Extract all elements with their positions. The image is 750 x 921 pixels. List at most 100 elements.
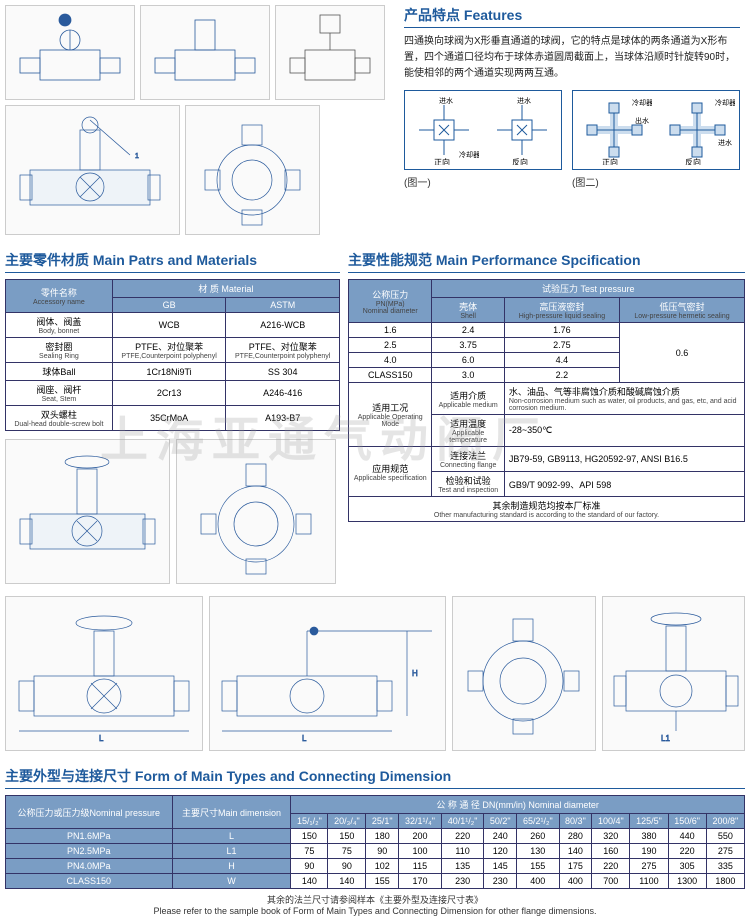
dim-cell: 75 [291, 844, 328, 859]
svg-text:冷却器: 冷却器 [715, 98, 735, 107]
features-text: 四通换向球阀为X形垂直通道的球阀，它的特点是球体的两条通道为X形布置，四个通道口… [404, 34, 740, 82]
valve-section-2 [5, 439, 170, 584]
valve-diagram-1 [5, 5, 135, 100]
dim-cell: H [172, 859, 291, 874]
dim-cell: 1300 [668, 874, 706, 889]
dim-cell: 220 [592, 859, 630, 874]
perf-cell: 检验和试验Test and inspection [432, 472, 504, 497]
svg-text:进水: 进水 [718, 138, 732, 147]
dim-cell: 200 [399, 829, 442, 844]
perf-cell: 3.75 [432, 338, 504, 353]
dim-col: 80/3" [559, 814, 592, 829]
dim-cell: 400 [517, 874, 560, 889]
dim-cell: 230 [484, 874, 517, 889]
parts-cell: 球体Ball [6, 363, 113, 381]
dim-cell: L [172, 829, 291, 844]
dim-cell: 100 [399, 844, 442, 859]
dim-cell: 175 [559, 859, 592, 874]
dim-title: 主要外型与连接尺寸 Form of Main Types and Connect… [5, 766, 745, 789]
parts-cell: 密封圈Sealing Ring [6, 338, 113, 363]
perf-cell: 连接法兰Connecting flange [432, 447, 504, 472]
dim-section: 主要外型与连接尺寸 Form of Main Types and Connect… [5, 766, 745, 916]
dim-cell: 150 [291, 829, 328, 844]
perf-cell: 3.0 [432, 368, 504, 383]
dim-cell: 260 [517, 829, 560, 844]
svg-text:进水: 进水 [439, 96, 453, 105]
svg-text:L: L [99, 734, 104, 743]
dim-cell: 140 [328, 874, 366, 889]
valve-diagram-3 [275, 5, 385, 100]
perf-cell: 6.0 [432, 353, 504, 368]
dim-cell: 335 [706, 859, 744, 874]
dim-cell: 275 [630, 859, 668, 874]
parts-cell: A216-WCB [226, 313, 340, 338]
dim-col: 125/5" [630, 814, 668, 829]
mid-tables: 主要零件材质 Main Patrs and Materials 零件名称Acce… [5, 250, 745, 584]
dim-cell: 90 [328, 859, 366, 874]
dim-cell: 400 [559, 874, 592, 889]
svg-text:冷却器: 冷却器 [459, 150, 479, 159]
dim-col: 20/₃/₄" [328, 814, 366, 829]
dim-col: 50/2" [484, 814, 517, 829]
perf-table: 公称压力PN(MPa)Nominal diameter 试验压力 Test pr… [348, 279, 745, 522]
top-row: 1 产品特点 Features 四通换向球阀为X形垂直通道的球阀，它的特点是球体… [5, 5, 745, 235]
dim-cell: 240 [484, 829, 517, 844]
dim-cell: 102 [366, 859, 399, 874]
dim-cell: 75 [328, 844, 366, 859]
parts-title: 主要零件材质 Main Patrs and Materials [5, 250, 340, 273]
fig1-label: (图一) [404, 174, 562, 189]
svg-text:反向: 反向 [685, 157, 701, 165]
dim-drawing-1: L [5, 596, 203, 751]
svg-text:冷却器: 冷却器 [632, 98, 652, 107]
features-section: 产品特点 Features 四通换向球阀为X形垂直通道的球阀，它的特点是球体的两… [399, 5, 745, 235]
dim-cell: 220 [441, 829, 484, 844]
valve-section-1: 1 [5, 105, 180, 235]
dim-cell: 140 [291, 874, 328, 889]
perf-cell: -28~350℃ [504, 415, 744, 447]
dim-cell: 130 [517, 844, 560, 859]
dim-col: 150/6" [668, 814, 706, 829]
dim-cell: 180 [366, 829, 399, 844]
parts-cell: PTFE、对位聚苯PTFE,Counterpoint polyphenyl [112, 338, 226, 363]
flow-fig-2: 冷却器出水正向 冷却器进水反向 (图二) [572, 90, 740, 189]
parts-cell: 2Cr13 [112, 381, 226, 406]
dim-cell: 305 [668, 859, 706, 874]
dim-drawing-3 [452, 596, 595, 751]
valve-front-2 [176, 439, 336, 584]
parts-cell: WCB [112, 313, 226, 338]
parts-cell: 阀体、阀盖Body, bonnet [6, 313, 113, 338]
dim-cell: 275 [706, 844, 744, 859]
parts-cell: A246-416 [226, 381, 340, 406]
dim-cell: L1 [172, 844, 291, 859]
parts-cell: 双头螺柱Dual-head double-screw bolt [6, 406, 113, 431]
flow-diagrams: 进水冷却器正向 进水反向 (图一) 冷却器出水正向 冷却器进水反向 (图二) [404, 90, 740, 189]
parts-cell: SS 304 [226, 363, 340, 381]
dim-col: 25/1" [366, 814, 399, 829]
perf-cell: 2.4 [432, 323, 504, 338]
dim-cell: 280 [559, 829, 592, 844]
dim-cell: 160 [592, 844, 630, 859]
svg-text:L: L [302, 734, 307, 743]
dim-col: 40/1¹/₂" [441, 814, 484, 829]
perf-cell: 4.4 [504, 353, 619, 368]
parts-cell: PTFE、对位聚苯PTFE,Counterpoint polyphenyl [226, 338, 340, 363]
dim-cell: 115 [399, 859, 442, 874]
dim-cell: CLASS150 [6, 874, 173, 889]
dim-cell: 120 [484, 844, 517, 859]
dim-cell: 110 [441, 844, 484, 859]
svg-text:L1: L1 [661, 734, 670, 743]
dim-cell: 1100 [630, 874, 668, 889]
perf-cell: 应用规范Applicable specification [349, 447, 432, 497]
dim-cell: 140 [559, 844, 592, 859]
dim-cell: 380 [630, 829, 668, 844]
perf-cell: 2.75 [504, 338, 619, 353]
perf-cell: 水、油品、气等非腐蚀介质和酸碱腐蚀介质Non-corrosion medium … [504, 383, 744, 415]
dim-col: 32/1¹/₄" [399, 814, 442, 829]
svg-text:H: H [412, 669, 418, 678]
valve-diagram-2 [140, 5, 270, 100]
dim-cell: 170 [399, 874, 442, 889]
perf-cell: 4.0 [349, 353, 432, 368]
dim-cell: 320 [592, 829, 630, 844]
dim-cell: 155 [366, 874, 399, 889]
dim-col: 100/4" [592, 814, 630, 829]
